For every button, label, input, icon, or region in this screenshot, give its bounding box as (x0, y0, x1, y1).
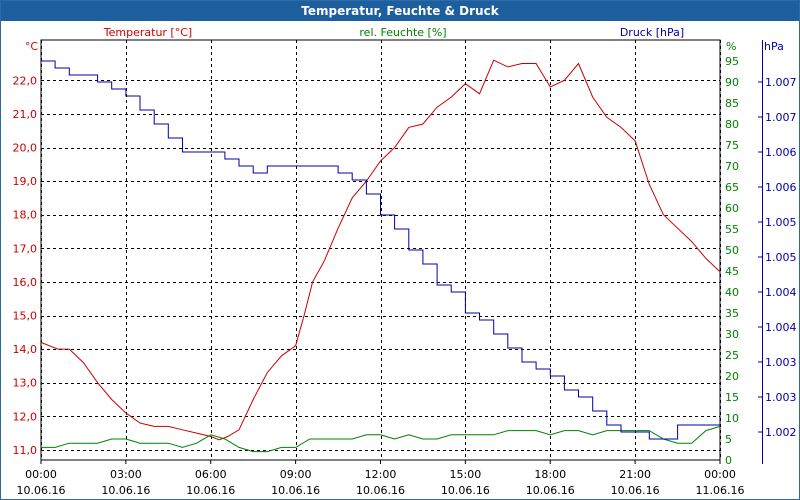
humidity-tick-label: 65 (725, 181, 739, 194)
time-tick-label: 09:00 (280, 468, 312, 481)
humidity-tick-label: 75 (725, 139, 739, 152)
pressure-tick-label: 1.004 (765, 321, 797, 334)
temperature-axis: °C Temperatur [°C] 11,0 12,0 13,0 14,0 15,0 1… (13, 26, 193, 457)
time-tick-label: 03:00 (110, 468, 142, 481)
temperature-tick-label: 11,0 (13, 444, 38, 457)
grid (40, 39, 763, 464)
temperature-unit-label: °C (25, 40, 39, 53)
time-tick-label: 00:00 (25, 468, 57, 481)
pressure-tick-label: 1.003 (765, 356, 797, 369)
time-tick-label: 12:00 (365, 468, 397, 481)
temperature-tick-label: 14,0 (13, 343, 38, 356)
pressure-tick-label: 1.003 (765, 391, 797, 404)
temperature-tick-label: 21,0 (13, 108, 38, 121)
pressure-tick-label: 1.005 (765, 251, 797, 264)
humidity-unit-label: % (726, 40, 736, 53)
pressure-line (41, 60, 720, 440)
humidity-tick-label: 20 (725, 370, 739, 383)
humidity-tick-label: 70 (725, 160, 739, 173)
pressure-axis-title: Druck [hPa] (620, 26, 684, 39)
pressure-axis: hPa Druck [hPa] 1.002 1.003 1.003 1.004 1.00… (620, 26, 797, 439)
humidity-tick-label: 55 (725, 223, 739, 236)
plot-frame (40, 39, 721, 461)
pressure-tick-label: 1.005 (765, 216, 797, 229)
humidity-tick-label: 10 (725, 412, 739, 425)
date-tick-label: 11.06.16 (696, 484, 745, 497)
temperature-tick-label: 19,0 (13, 175, 38, 188)
humidity-axis: % rel. Feuchte [%] 0 5 10 15 20 25 30 35 40 45 50 5… (359, 26, 739, 467)
temperature-tick-label: 15,0 (13, 310, 38, 323)
date-tick-label: 10.06.16 (186, 484, 235, 497)
pressure-tick-label: 1.007 (765, 111, 797, 124)
pressure-tick-label: 1.007 (765, 76, 797, 89)
date-tick-label: 10.06.16 (526, 484, 575, 497)
temperature-tick-label: 16,0 (13, 276, 38, 289)
date-tick-label: 10.06.16 (101, 484, 150, 497)
humidity-tick-label: 30 (725, 328, 739, 341)
humidity-tick-label: 45 (725, 265, 739, 278)
pressure-tick-label: 1.006 (765, 181, 797, 194)
date-tick-label: 10.06.16 (271, 484, 320, 497)
pressure-tick-label: 1.004 (765, 286, 797, 299)
date-tick-label: 10.06.16 (17, 484, 66, 497)
time-axis: 00:00 10.06.16 03:00 10.06.16 06:00 10.06.16 0… (17, 460, 745, 497)
pressure-tick-label: 1.002 (765, 426, 797, 439)
date-tick-label: 10.06.16 (356, 484, 405, 497)
time-tick-label: 00:00 (704, 468, 736, 481)
temperature-tick-label: 13,0 (13, 377, 38, 390)
time-tick-label: 21:00 (619, 468, 651, 481)
humidity-tick-label: 85 (725, 97, 739, 110)
humidity-axis-title: rel. Feuchte [%] (359, 26, 446, 39)
humidity-tick-label: 40 (725, 286, 739, 299)
humidity-tick-label: 60 (725, 202, 739, 215)
humidity-tick-label: 15 (725, 391, 739, 404)
date-tick-label: 10.06.16 (441, 484, 490, 497)
humidity-tick-label: 50 (725, 244, 739, 257)
pressure-tick-label: 1.006 (765, 146, 797, 159)
humidity-tick-label: 25 (725, 349, 739, 362)
temperature-axis-title: Temperatur [°C] (103, 26, 192, 39)
pressure-unit-label: hPa (764, 40, 784, 53)
temperature-tick-label: 12,0 (13, 410, 38, 423)
temperature-line (40, 59, 721, 441)
time-tick-label: 06:00 (195, 468, 227, 481)
time-tick-label: 15:00 (450, 468, 482, 481)
humidity-tick-label: 5 (725, 433, 732, 446)
humidity-line (41, 425, 721, 453)
temperature-tick-label: 18,0 (13, 209, 38, 222)
humidity-tick-label: 95 (725, 55, 739, 68)
series (40, 59, 721, 453)
temperature-tick-label: 20,0 (13, 142, 38, 155)
time-tick-label: 18:00 (534, 468, 566, 481)
window-title: Temperatur, Feuchte & Druck (1, 1, 799, 21)
date-tick-label: 10.06.16 (611, 484, 660, 497)
temperature-tick-label: 22,0 (13, 74, 38, 87)
temperature-tick-label: 17,0 (13, 242, 38, 255)
humidity-tick-label: 80 (725, 118, 739, 131)
humidity-tick-label: 90 (725, 76, 739, 89)
humidity-tick-label: 35 (725, 307, 739, 320)
humidity-tick-label: 0 (725, 454, 732, 467)
